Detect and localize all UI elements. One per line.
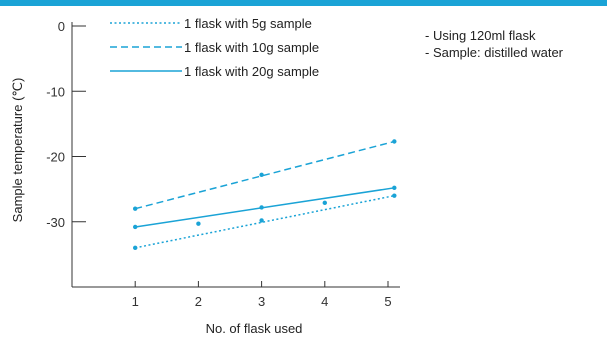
data-point-5g [196,221,201,226]
data-point-5g [322,200,327,206]
chart-series [133,139,397,251]
series-line-5g [135,194,395,249]
series-line-20g [135,187,395,228]
data-point-5g [392,193,397,198]
x-tick-label: 3 [258,294,265,309]
chart-legend: 1 flask with 5g sample 1 flask with 10g s… [110,16,319,79]
data-point-10g [392,139,397,144]
legend-label-5g: 1 flask with 5g sample [184,16,312,31]
y-tick-label: 0 [58,19,65,34]
data-point-20g [259,205,264,210]
x-axis-title: No. of flask used [206,321,303,336]
data-point-5g [259,218,264,223]
note-sample-type: - Sample: distilled water [425,45,563,60]
x-tick-label: 4 [321,294,328,309]
chart-axes: 0 -10 -20 -30 1 2 3 4 5 [46,19,400,309]
data-point-20g [392,185,397,191]
y-axis-title: Sample temperature (℃) [10,78,25,223]
header-accent-bar [0,0,607,6]
legend-label-20g: 1 flask with 20g sample [184,64,319,79]
y-tick-label: -10 [46,84,65,99]
data-point-10g [133,206,138,211]
x-tick-label: 1 [132,294,139,309]
y-tick-label: -30 [46,215,65,230]
data-point-20g [133,224,138,230]
y-tick-label: -20 [46,150,65,165]
legend-label-10g: 1 flask with 10g sample [184,40,319,55]
note-flask-size: - Using 120ml flask [425,28,536,43]
x-tick-label: 5 [384,294,391,309]
x-tick-label: 2 [195,294,202,309]
data-point-10g [259,172,264,177]
series-line-10g [135,140,395,210]
data-point-5g [133,245,138,251]
